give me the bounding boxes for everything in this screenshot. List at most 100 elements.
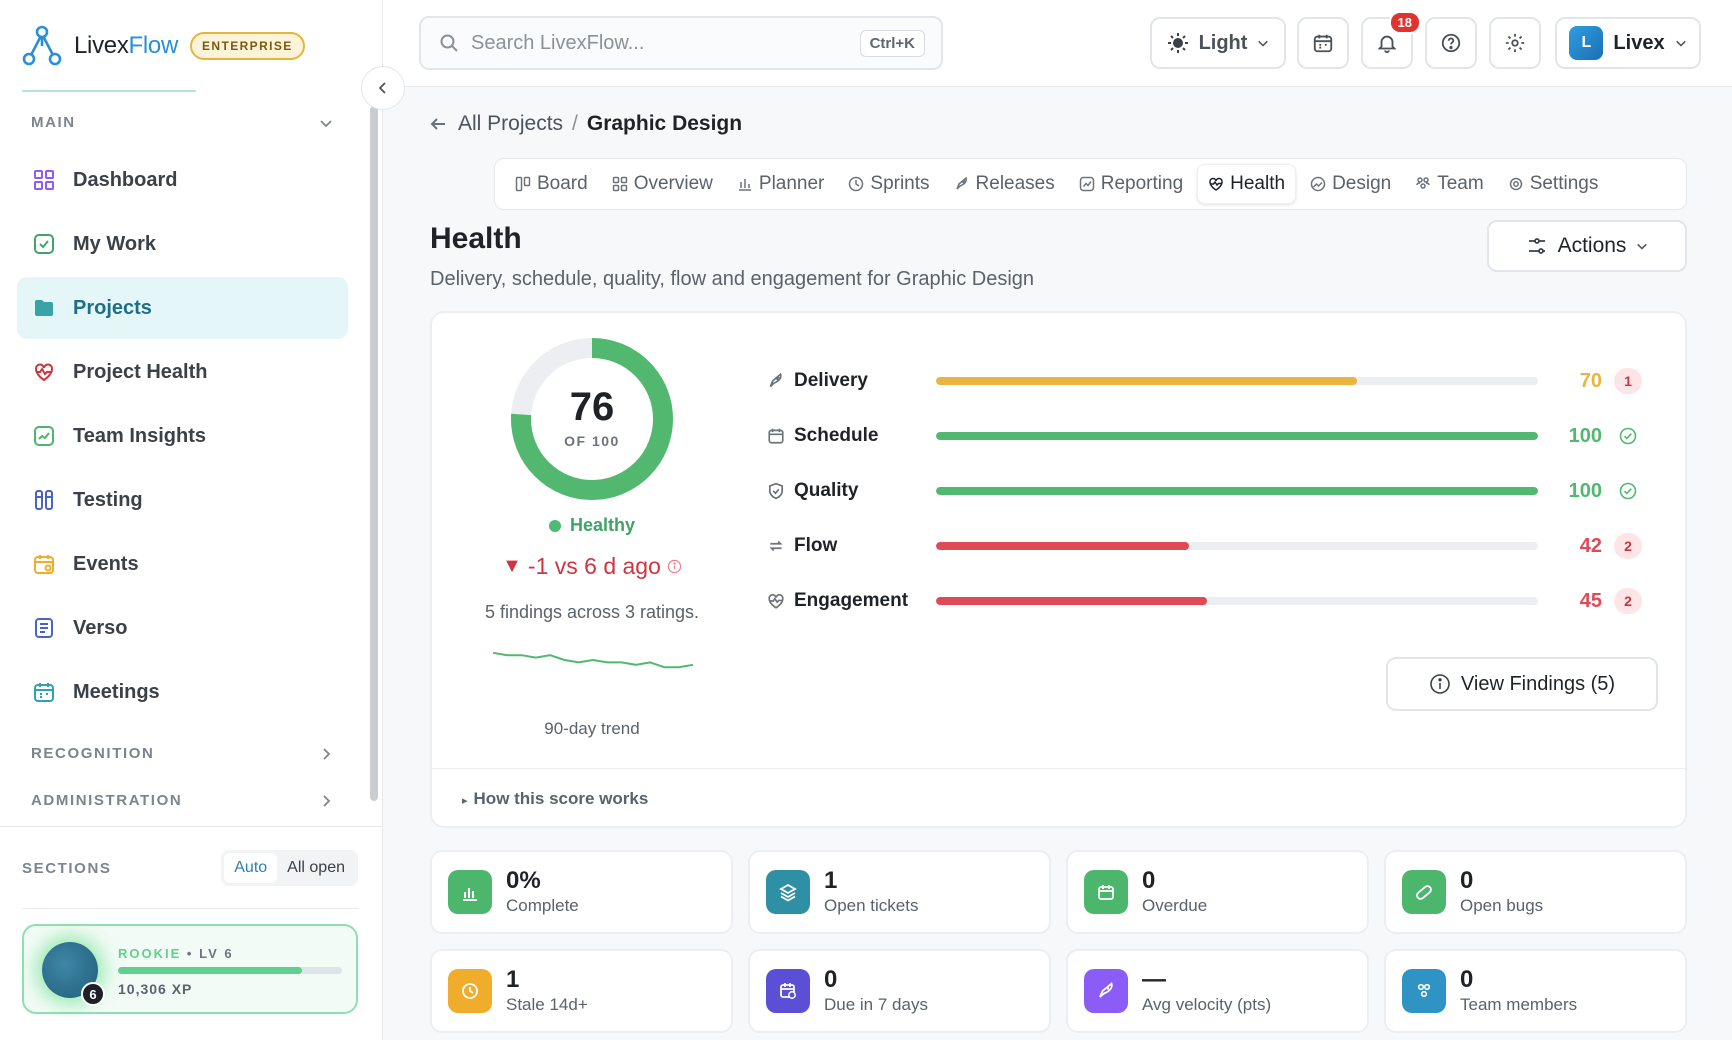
layers-icon (766, 870, 810, 914)
sidebar-item-verso[interactable]: Verso (17, 597, 348, 659)
metric-value: 100 (1568, 424, 1602, 447)
stat-value: 1 (506, 966, 520, 993)
trend-label: 90-day trend (544, 719, 640, 738)
stat-card-avg-velocity-pts[interactable]: — Avg velocity (pts) (1066, 949, 1369, 1033)
clock-icon (849, 176, 864, 192)
how-score-works-toggle[interactable]: ▸ How this score works (462, 789, 649, 808)
stat-card-complete[interactable]: 0% Complete (430, 850, 733, 934)
sidebar-item-label: Dashboard (73, 168, 178, 191)
sidebar-item-meetings[interactable]: Meetings (17, 661, 348, 723)
arrow-left-icon[interactable] (428, 114, 448, 134)
metric-value: 42 (1579, 534, 1602, 557)
chevron-down-icon (1675, 40, 1686, 47)
metric-bar-fill (936, 377, 1358, 385)
brand-name: LivexFlow (74, 32, 179, 59)
group-main[interactable]: MAIN (31, 114, 333, 131)
breadcrumb: All Projects / Graphic Design (428, 112, 742, 136)
metric-bar (936, 597, 1538, 605)
stat-card-open-bugs[interactable]: 0 Open bugs (1384, 850, 1687, 934)
user-menu[interactable]: L Livex (1555, 17, 1701, 69)
chevron-down-icon (1258, 40, 1269, 47)
calendar-button[interactable] (1297, 17, 1349, 69)
health-card: 76 OF 100 Healthy ▼ -1 vs 6 d ago 5 find… (430, 311, 1687, 828)
sidebar-item-team-insights[interactable]: Team Insights (17, 405, 348, 467)
breadcrumb-all-projects[interactable]: All Projects (458, 112, 564, 135)
status-badge: Healthy (492, 515, 692, 536)
search-icon (440, 34, 458, 52)
sidebar-item-label: Events (73, 552, 139, 575)
tab-overview[interactable]: Overview (602, 165, 723, 203)
stat-label: Stale 14d+ (506, 995, 588, 1014)
sidebar-item-testing[interactable]: Testing (17, 469, 348, 531)
brand-underline (22, 90, 196, 92)
group-recognition[interactable]: RECOGNITION (31, 745, 333, 762)
status-dot (548, 519, 561, 532)
trend-line (492, 651, 694, 669)
sections-all-open-button[interactable]: All open (287, 859, 345, 876)
tab-team[interactable]: Team (1405, 165, 1493, 203)
stat-value: 0 (1460, 966, 1474, 993)
sections-auto-button[interactable]: Auto (224, 853, 278, 883)
tab-board[interactable]: Board (505, 165, 598, 203)
help-button[interactable] (1425, 17, 1477, 69)
gear-icon (1505, 33, 1525, 53)
tab-reporting[interactable]: Reporting (1069, 165, 1193, 203)
health-metric-delivery[interactable]: Delivery 70 1 (766, 366, 1656, 396)
search-input[interactable]: Search LivexFlow... Ctrl+K (419, 16, 943, 70)
sections-toggle: Auto All open (221, 850, 358, 886)
view-findings-button[interactable]: View Findings (5) (1386, 657, 1658, 711)
stat-card-due-in-7-days[interactable]: 0 Due in 7 days (748, 949, 1051, 1033)
caret-right-icon: ▸ (462, 795, 468, 807)
theme-toggle[interactable]: Light (1150, 17, 1286, 69)
sidebar-item-events[interactable]: Events (17, 533, 348, 595)
shortcut-hint: Ctrl+K (859, 29, 925, 57)
brand[interactable]: LivexFlow ENTERPRISE (20, 25, 305, 66)
tab-releases[interactable]: Releases (944, 165, 1065, 203)
sidebar-nav: MAIN Dashboard My Work Projects Project … (0, 100, 370, 820)
metric-name: Delivery (794, 370, 868, 391)
health-metric-flow[interactable]: Flow 42 2 (766, 531, 1656, 561)
bell-icon (1377, 35, 1397, 54)
tab-planner[interactable]: Planner (727, 165, 835, 203)
metric-value: 45 (1579, 589, 1602, 612)
stat-label: Open bugs (1460, 896, 1544, 915)
sidebar-item-label: Verso (73, 616, 128, 639)
stat-value: — (1142, 966, 1166, 993)
health-metric-engagement[interactable]: Engagement 45 2 (766, 586, 1656, 616)
health-score-max: OF 100 (564, 433, 620, 449)
actions-button[interactable]: Actions (1487, 220, 1687, 272)
stat-card-overdue[interactable]: 0 Overdue (1066, 850, 1369, 934)
notifications-button[interactable]: 18 (1361, 11, 1421, 69)
metric-name: Quality (794, 480, 859, 501)
tab-sprints[interactable]: Sprints (838, 165, 939, 203)
metric-bar-fill (936, 487, 1538, 495)
stat-card-team-members[interactable]: 0 Team members (1384, 949, 1687, 1033)
stat-card-open-tickets[interactable]: 1 Open tickets (748, 850, 1051, 934)
folder-icon (31, 295, 57, 321)
stat-card-stale-14d[interactable]: 1 Stale 14d+ (430, 949, 733, 1033)
sidebar-item-dashboard[interactable]: Dashboard (17, 149, 348, 211)
info-icon[interactable] (667, 559, 682, 574)
metric-name: Engagement (794, 590, 909, 611)
settings-button[interactable] (1489, 17, 1541, 69)
health-metric-quality[interactable]: Quality 100 (766, 476, 1656, 506)
tab-health[interactable]: Health (1197, 164, 1297, 204)
sidebar-item-project-health[interactable]: Project Health (17, 341, 348, 403)
tab-settings[interactable]: Settings (1498, 165, 1609, 203)
rocket-icon (955, 176, 967, 190)
metric-name: Flow (794, 535, 838, 556)
profile-xp-card[interactable]: 6 ROOKIE • LV 6 10,306 XP (22, 924, 358, 1014)
search-placeholder: Search LivexFlow... (471, 31, 645, 54)
collapse-sidebar-button[interactable] (361, 66, 405, 110)
findings-summary: 5 findings across 3 ratings. (484, 602, 700, 622)
health-metric-schedule[interactable]: Schedule 100 (766, 421, 1656, 451)
health-score: 76 (569, 385, 615, 429)
heart-pulse-icon (1209, 177, 1223, 191)
stat-value: 0 (824, 966, 838, 993)
group-administration[interactable]: ADMINISTRATION (31, 792, 333, 809)
tab-design[interactable]: Design (1300, 165, 1401, 203)
sidebar-item-my-work[interactable]: My Work (17, 213, 348, 275)
sidebar-scrollbar[interactable] (370, 106, 378, 801)
sidebar-item-projects[interactable]: Projects (17, 277, 348, 339)
breadcrumb-current: Graphic Design (586, 112, 743, 135)
